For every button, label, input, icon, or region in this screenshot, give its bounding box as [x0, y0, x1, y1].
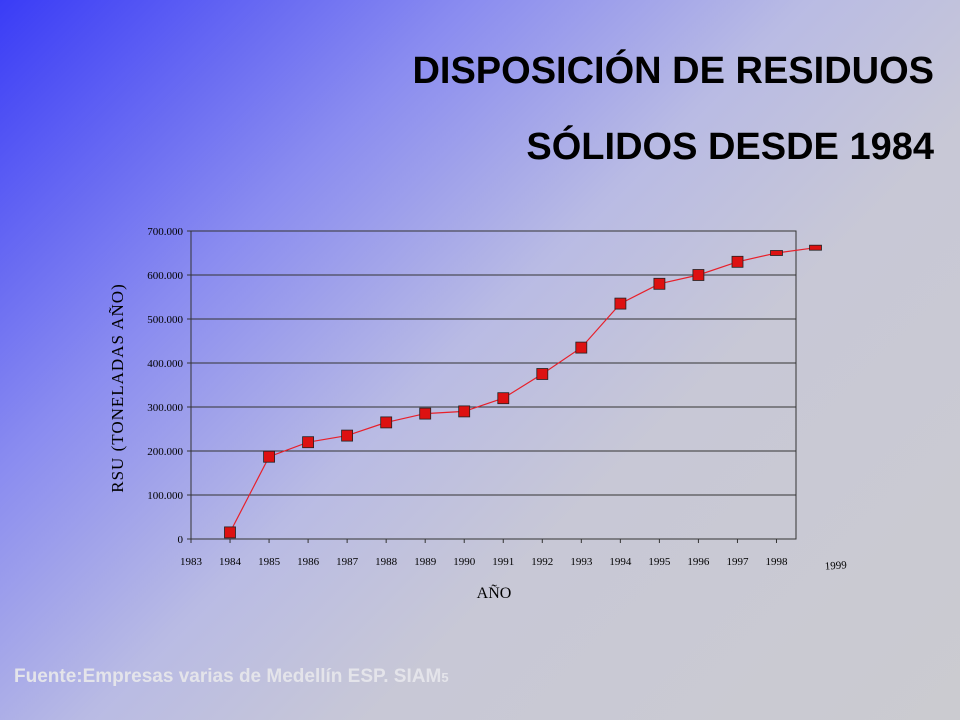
y-tick-label: 300.000	[147, 402, 183, 414]
slide-title-line1: DISPOSICIÓN DE RESIDUOS	[412, 50, 934, 92]
data-point-1994	[614, 297, 627, 310]
footer-source-text: Fuente:Empresas varias de Medellín ESP. …	[14, 666, 442, 687]
x-tick-label: 1985	[258, 556, 281, 568]
x-tick-label: 1995	[648, 556, 671, 568]
slide-title-line2: SÓLIDOS DESDE 1984	[526, 126, 934, 168]
x-tick-label: 1988	[375, 556, 398, 568]
data-point-1998	[770, 250, 783, 256]
data-point-1985	[263, 450, 276, 463]
x-tick-label: 1990	[453, 556, 476, 568]
x-tick-label: 1998	[765, 556, 788, 568]
source-footer: Fuente:Empresas varias de Medellín ESP. …	[14, 666, 449, 688]
data-point-1999	[809, 244, 822, 251]
data-point-1997	[731, 255, 744, 268]
y-axis-title: RSU (TONELADAS AÑO)	[108, 283, 127, 492]
x-tick-label: 1993	[570, 556, 593, 568]
data-point-1984	[224, 526, 236, 539]
footer-page-number: 5	[441, 670, 449, 685]
data-point-1986	[302, 436, 315, 449]
data-point-1987	[341, 429, 354, 442]
y-tick-label: 600.000	[147, 270, 183, 282]
x-tick-label: 1986	[297, 556, 320, 568]
x-tick-label: 1996	[687, 556, 710, 568]
y-tick-label: 200.000	[147, 446, 183, 458]
data-point-1996	[692, 269, 705, 281]
y-axis-ticks: 0 100.000 200.000 300.000 400.000 500.000 600.…	[147, 226, 191, 546]
data-point-1992	[536, 368, 549, 380]
x-tick-label: 1984	[219, 556, 242, 568]
x-tick-label-extra: 1999	[824, 559, 847, 573]
x-tick-label: 1992	[531, 556, 553, 568]
x-tick-label: 1991	[492, 556, 514, 568]
y-tick-label: 100.000	[147, 490, 183, 502]
y-tick-label: 700.000	[147, 226, 183, 238]
series-line	[229, 247, 816, 533]
plot-area-frame	[190, 230, 797, 540]
data-point-1990	[458, 405, 471, 418]
y-tick-label: 0	[178, 534, 184, 546]
x-axis-title: AÑO	[477, 584, 512, 602]
x-tick-label: 1989	[414, 556, 437, 568]
x-tick-label: 1987	[336, 556, 359, 568]
data-point-1988	[380, 416, 393, 429]
x-axis-ticks: 1983 1984 1985 1986 1987 1988 1989 1990 1991 1992…	[180, 539, 788, 568]
data-point-1989	[419, 407, 432, 420]
data-point-1993	[575, 341, 588, 354]
series-markers	[224, 244, 822, 539]
x-tick-label: 1994	[609, 556, 632, 568]
x-tick-label: 1997	[726, 556, 749, 568]
data-point-1995	[653, 277, 666, 290]
y-tick-label: 400.000	[147, 358, 183, 370]
data-point-1991	[497, 392, 510, 405]
y-tick-label: 500.000	[147, 314, 183, 326]
chart-gridlines	[191, 230, 796, 540]
x-tick-label: 1983	[180, 556, 203, 568]
